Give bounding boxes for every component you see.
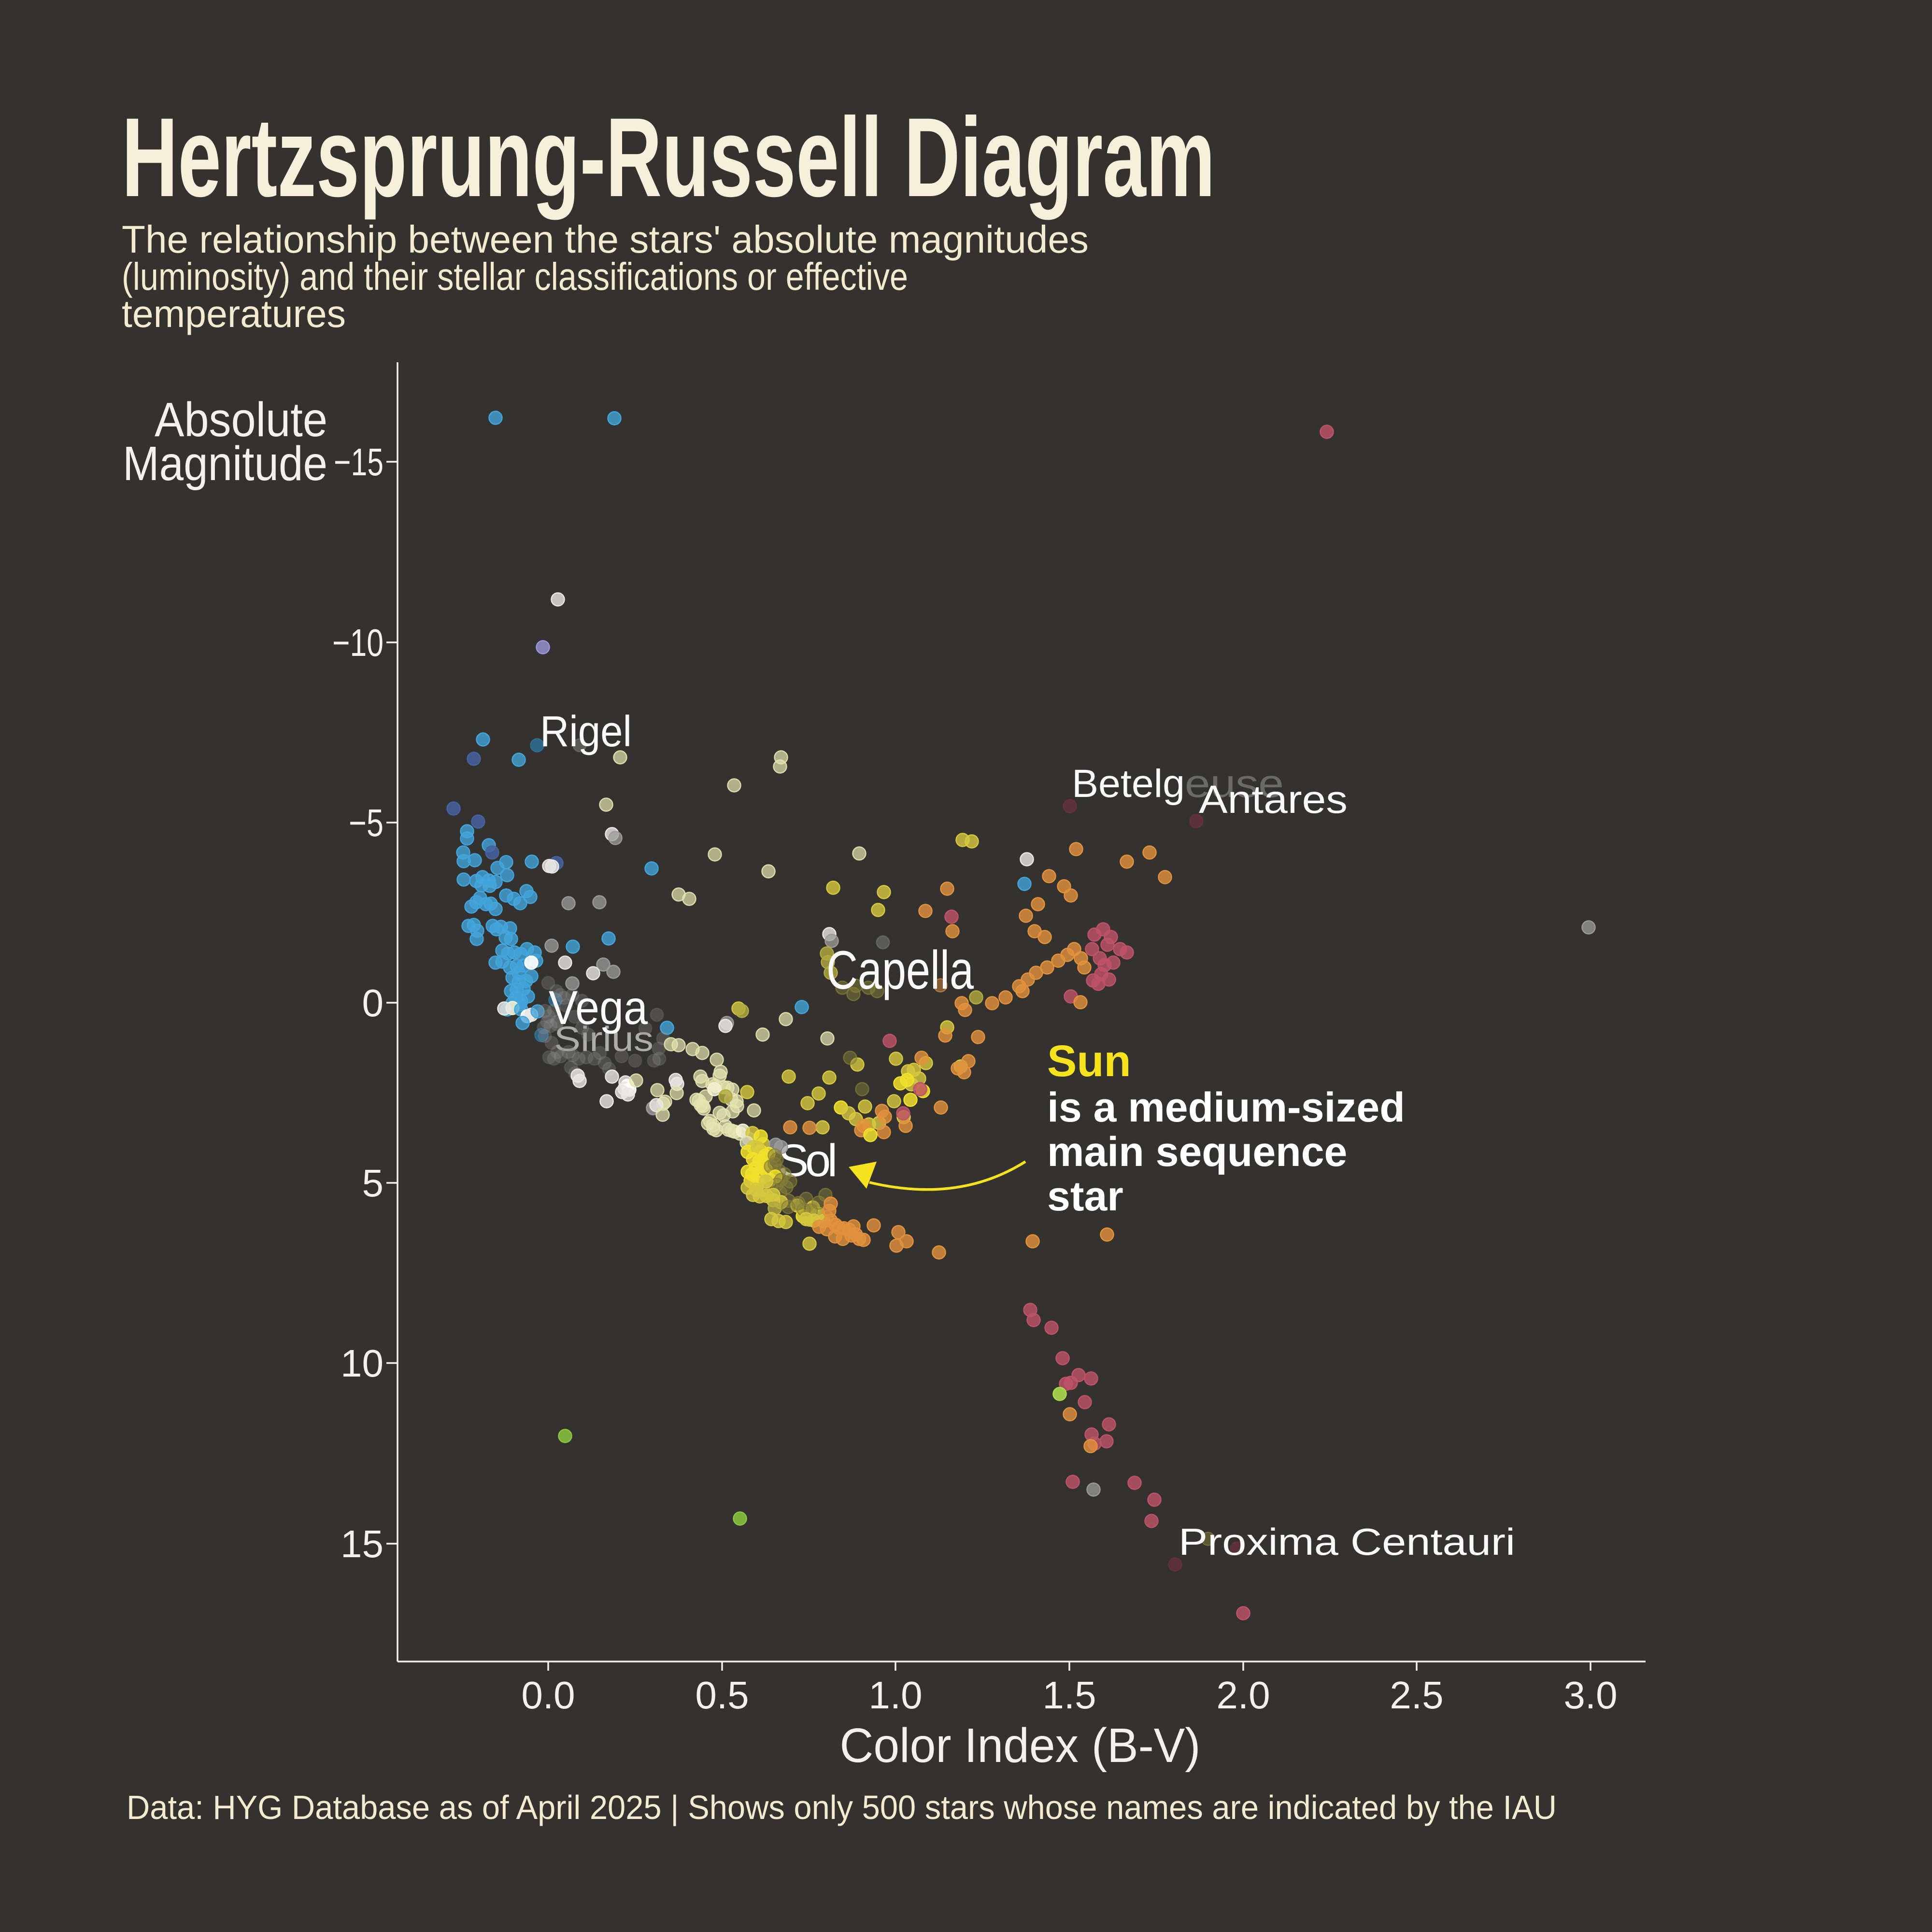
svg-text:euse: euse <box>1185 762 1284 806</box>
svg-text:0.5: 0.5 <box>695 1674 749 1717</box>
svg-text:Sun: Sun <box>1047 1037 1131 1086</box>
svg-text:2.5: 2.5 <box>1390 1674 1443 1717</box>
svg-text:2.0: 2.0 <box>1216 1674 1270 1717</box>
svg-text:main sequence: main sequence <box>1047 1129 1347 1175</box>
svg-text:−5: −5 <box>349 801 384 844</box>
svg-text:15: 15 <box>341 1522 384 1565</box>
svg-text:Absolute: Absolute <box>155 393 327 447</box>
svg-text:0: 0 <box>362 981 384 1024</box>
svg-text:10: 10 <box>341 1342 384 1385</box>
svg-text:star: star <box>1047 1173 1123 1220</box>
svg-text:−15: −15 <box>334 440 384 483</box>
svg-text:The relationship between the s: The relationship between the stars' abso… <box>122 218 1089 261</box>
svg-text:(luminosity) and their stellar: (luminosity) and their stellar classific… <box>122 255 908 298</box>
svg-text:Vega: Vega <box>549 981 648 1034</box>
svg-text:3.0: 3.0 <box>1563 1674 1617 1717</box>
svg-text:Data: HYG Database as of April: Data: HYG Database as of April 2025 | Sh… <box>127 1789 1557 1826</box>
svg-text:5: 5 <box>362 1162 384 1205</box>
svg-text:temperatures: temperatures <box>122 292 346 335</box>
svg-text:1.0: 1.0 <box>868 1674 922 1717</box>
svg-text:Rigel: Rigel <box>540 708 632 756</box>
svg-text:is a medium-sized: is a medium-sized <box>1047 1084 1405 1131</box>
svg-text:Magnitude: Magnitude <box>123 437 327 491</box>
svg-text:Antares: Antares <box>1199 778 1348 822</box>
svg-text:Capella: Capella <box>826 940 974 1000</box>
svg-text:Proxima Centauri: Proxima Centauri <box>1179 1520 1515 1563</box>
svg-text:Hertzsprung-Russell Diagram: Hertzsprung-Russell Diagram <box>122 95 1215 220</box>
svg-text:Sirius: Sirius <box>554 1020 653 1059</box>
svg-text:Color Index (B-V): Color Index (B-V) <box>840 1719 1201 1773</box>
svg-text:−10: −10 <box>332 621 384 664</box>
svg-text:1.5: 1.5 <box>1042 1674 1096 1717</box>
svg-text:0.0: 0.0 <box>521 1674 575 1717</box>
svg-text:Betelg: Betelg <box>1072 762 1185 806</box>
